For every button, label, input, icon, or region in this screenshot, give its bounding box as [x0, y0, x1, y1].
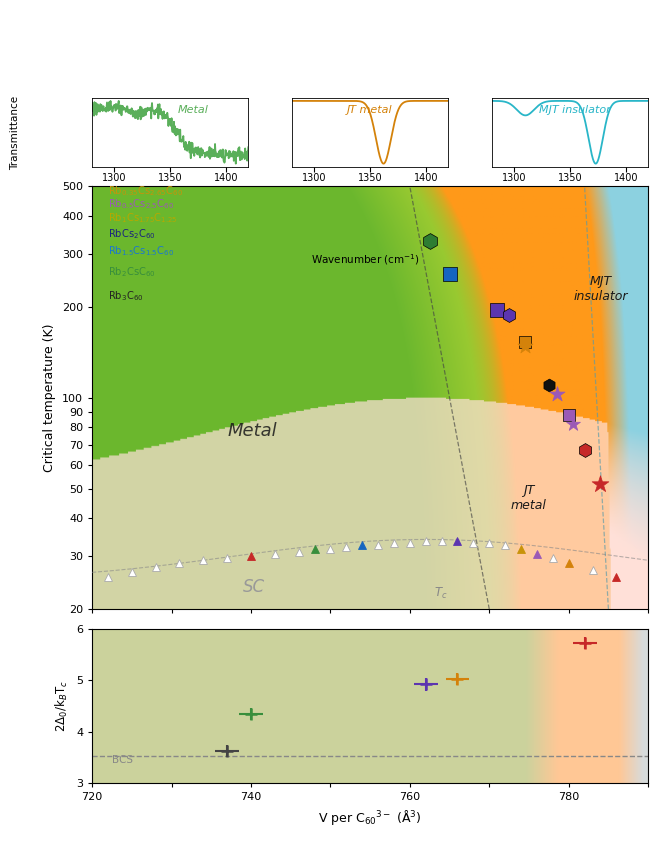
Point [520, 339, 530, 353]
Text: Rb$_{1}$Cs$_{1.75}$C$_{1.25}$: Rb$_{1}$Cs$_{1.75}$C$_{1.25}$ [108, 211, 178, 225]
Point [520, 335, 530, 349]
Text: Transmittance: Transmittance [10, 95, 20, 170]
Y-axis label: Critical temperature (K): Critical temperature (K) [43, 323, 57, 472]
Text: Wavenumber (cm$^{-1}$): Wavenumber (cm$^{-1}$) [311, 252, 420, 267]
Point [424, 235, 435, 248]
Point [492, 303, 503, 316]
X-axis label: V per C$_{60}$$^{3-}$ (Å$^3$): V per C$_{60}$$^{3-}$ (Å$^3$) [318, 808, 422, 827]
Text: JT
metal: JT metal [511, 484, 547, 511]
Point [595, 477, 606, 490]
Point [579, 444, 590, 457]
Text: Rb$_{0.5}$Cs$_{2.5}$C$_{60}$: Rb$_{0.5}$Cs$_{2.5}$C$_{60}$ [108, 197, 174, 211]
Text: Rb$_3$C$_{60}$: Rb$_3$C$_{60}$ [108, 289, 143, 303]
Text: RbCs$_2$C$_{60}$: RbCs$_2$C$_{60}$ [108, 227, 156, 241]
Text: Rb$_{1.5}$Cs$_{1.5}$C$_{60}$: Rb$_{1.5}$Cs$_{1.5}$C$_{60}$ [108, 245, 174, 258]
Text: Rb$_2$CsC$_{60}$: Rb$_2$CsC$_{60}$ [108, 265, 156, 279]
Text: Metal: Metal [227, 421, 277, 440]
Text: SC: SC [243, 578, 265, 596]
Text: Rb$_{0.35}$Cs$_{2.65}$C$_{60}$: Rb$_{0.35}$Cs$_{2.65}$C$_{60}$ [108, 185, 183, 198]
Text: Metal: Metal [178, 105, 209, 115]
Text: JT metal: JT metal [347, 105, 392, 115]
Text: $T_c$: $T_c$ [434, 586, 447, 601]
Point [567, 417, 578, 430]
Text: MJT
insulator: MJT insulator [573, 275, 628, 303]
Y-axis label: 2Δ$_0$/k$_B$T$_c$: 2Δ$_0$/k$_B$T$_c$ [55, 680, 70, 732]
Point [544, 378, 554, 392]
Text: BCS: BCS [112, 755, 133, 765]
Point [444, 267, 455, 280]
Point [551, 387, 562, 401]
Text: MJT insulator: MJT insulator [539, 105, 611, 115]
Point [563, 408, 574, 421]
Point [504, 308, 515, 322]
